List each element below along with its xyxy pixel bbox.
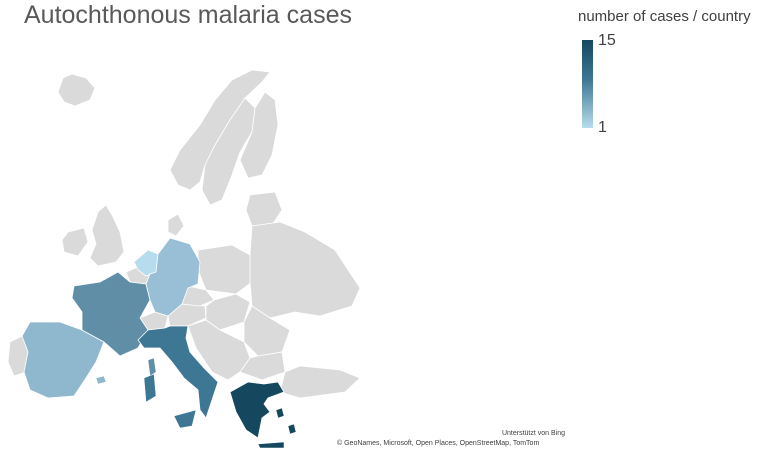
country-finland <box>239 91 279 179</box>
country-iceland <box>57 73 96 107</box>
country-italy <box>137 325 219 419</box>
legend-max-label: 15 <box>598 32 616 49</box>
country-sicily <box>173 409 197 429</box>
country-turkey <box>279 365 361 399</box>
country-ireland <box>61 227 89 257</box>
legend-color-scale <box>582 40 593 128</box>
map-title: Autochthonous malaria cases <box>24 1 352 29</box>
country-romania <box>243 305 291 357</box>
country-greece <box>229 381 285 439</box>
legend-title: number of cases / country <box>578 8 751 25</box>
country-poland <box>197 244 253 295</box>
legend-min-label: 1 <box>598 119 607 136</box>
country-spain <box>21 321 105 399</box>
country-sweden <box>201 97 256 206</box>
country-greek-islands <box>275 407 297 435</box>
country-norway <box>169 69 271 191</box>
country-united-kingdom <box>89 204 125 267</box>
country-crete <box>257 441 285 449</box>
map-data-attribution: © GeoNames, Microsoft, Open Places, Open… <box>337 440 540 447</box>
country-germany <box>145 237 201 317</box>
bing-attribution: Unterstützt von Bing <box>501 430 565 437</box>
country-denmark <box>167 213 185 237</box>
country-eastern-europe <box>249 221 361 319</box>
country-corsica <box>147 357 157 377</box>
country-balearics <box>95 375 107 385</box>
country-sardinia <box>143 373 157 403</box>
